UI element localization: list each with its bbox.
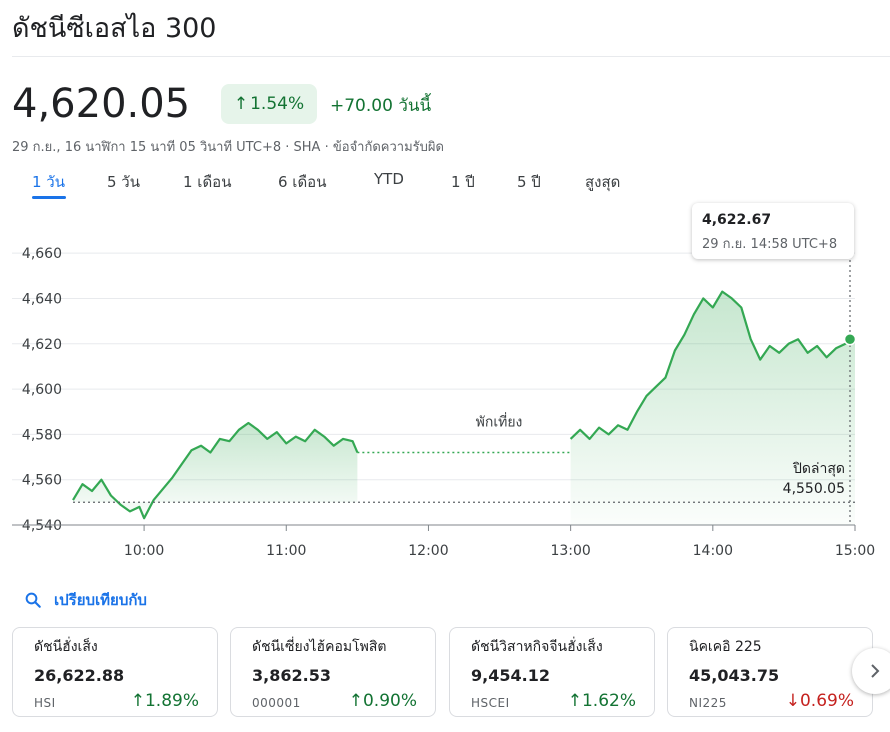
tooltip-value: 4,622.67 xyxy=(702,212,772,228)
compare-card-000001[interactable]: ดัชนีเซี่ยงไฮ้คอมโพสิต 3,862.53 000001 ↑… xyxy=(230,627,436,717)
tooltip-time: 29 ก.ย. 14:58 UTC+8 xyxy=(702,237,838,252)
chart-tooltip: 4,622.67 29 ก.ย. 14:58 UTC+8 xyxy=(692,203,854,259)
arrow-down-icon: ↓ xyxy=(785,691,800,711)
card-name: ดัชนีเซี่ยงไฮ้คอมโพสิต xyxy=(252,639,387,655)
disclaimer-link[interactable]: ข้อจำกัดความรับผิด xyxy=(332,140,444,155)
card-symbol: NI225 xyxy=(689,696,727,710)
exchange: SHA xyxy=(293,140,321,155)
next-cards-button[interactable] xyxy=(852,648,890,694)
y-tick-label: 4,600 xyxy=(22,382,62,398)
title-divider xyxy=(12,56,890,57)
x-tick-label: 10:00 xyxy=(124,543,164,559)
card-change: ↑1.89% xyxy=(130,691,199,711)
arrow-up-icon: ↑ xyxy=(567,691,582,711)
card-symbol: HSI xyxy=(34,696,56,710)
x-tick-label: 15:00 xyxy=(835,543,875,559)
change-percent: 1.54% xyxy=(250,94,305,114)
card-symbol: 000001 xyxy=(252,696,301,710)
tab-1-month[interactable]: 1 เดือน xyxy=(183,173,232,191)
series-area xyxy=(570,291,855,525)
x-tick-label: 14:00 xyxy=(693,543,733,559)
arrow-up-icon: ↑ xyxy=(130,691,145,711)
active-tab-indicator xyxy=(32,196,66,199)
tab-5-day[interactable]: 5 วัน xyxy=(107,173,140,191)
tab-1-year[interactable]: 1 ปี xyxy=(451,173,475,191)
card-value: 26,622.88 xyxy=(34,666,125,685)
arrow-up-icon: ↑ xyxy=(348,691,363,711)
timestamp: 29 ก.ย., 16 นาฬิกา 15 นาที 05 วินาที UTC… xyxy=(12,140,282,155)
compare-card-hscei[interactable]: ดัชนีวิสาหกิจจีนฮั่งเส็ง 9,454.12 HSCEI … xyxy=(449,627,655,717)
price-meta: 29 ก.ย., 16 นาฬิกา 15 นาที 05 วินาที UTC… xyxy=(12,136,444,157)
lunch-break-label: พักเที่ยง xyxy=(476,413,523,431)
card-name: ดัชนีวิสาหกิจจีนฮั่งเส็ง xyxy=(471,639,603,655)
card-value: 9,454.12 xyxy=(471,666,550,685)
tab-max[interactable]: สูงสุด xyxy=(585,173,621,191)
card-value: 45,043.75 xyxy=(689,666,780,685)
card-name: ดัชนีฮั่งเส็ง xyxy=(34,639,98,655)
chevron-right-icon xyxy=(871,664,880,678)
compare-label: เปรียบเทียบกับ xyxy=(54,591,147,609)
x-tick-label: 12:00 xyxy=(408,543,448,559)
current-price: 4,620.05 xyxy=(12,81,191,127)
change-absolute: +70.00 วันนี้ xyxy=(330,96,432,116)
price-chart[interactable]: 4,660 4,640 4,620 4,600 4,580 4,560 4,540 10:00… xyxy=(0,200,890,570)
tab-6-month[interactable]: 6 เดือน xyxy=(278,173,327,191)
previous-close-value: 4,550.05 xyxy=(783,481,845,497)
card-value: 3,862.53 xyxy=(252,666,331,685)
y-tick-label: 4,560 xyxy=(22,473,62,489)
search-icon xyxy=(25,592,41,608)
tab-5-year[interactable]: 5 ปี xyxy=(517,173,541,191)
x-tick-label: 11:00 xyxy=(266,543,306,559)
compare-card-hsi[interactable]: ดัชนีฮั่งเส็ง 26,622.88 HSI ↑1.89% xyxy=(12,627,218,717)
series-area xyxy=(73,423,358,519)
card-symbol: HSCEI xyxy=(471,696,510,710)
compare-card-ni225[interactable]: นิคเคอิ 225 45,043.75 NI225 ↓0.69% xyxy=(667,627,873,717)
previous-close-label: ปิดล่าสุด xyxy=(792,461,845,477)
tab-ytd[interactable]: YTD xyxy=(374,170,404,188)
separator: · xyxy=(285,140,290,155)
y-tick-label: 4,540 xyxy=(22,518,62,534)
change-percent-badge: ↑ 1.54% xyxy=(221,84,317,124)
x-tick-label: 13:00 xyxy=(550,543,590,559)
separator: · xyxy=(324,140,329,155)
card-change: ↑1.62% xyxy=(567,691,636,711)
y-tick-label: 4,580 xyxy=(22,427,62,443)
page-title: ดัชนีซีเอสไอ 300 xyxy=(12,13,217,44)
arrow-up-icon: ↑ xyxy=(233,94,249,114)
card-name: นิคเคอิ 225 xyxy=(689,639,762,655)
tab-1-day[interactable]: 1 วัน xyxy=(32,173,65,191)
compare-button[interactable]: เปรียบเทียบกับ xyxy=(24,588,147,612)
y-tick-label: 4,660 xyxy=(22,246,62,262)
hover-point xyxy=(843,332,857,346)
card-change: ↓0.69% xyxy=(785,691,854,711)
y-tick-label: 4,640 xyxy=(22,291,62,307)
series-line xyxy=(72,421,359,520)
y-tick-label: 4,620 xyxy=(22,337,62,353)
card-change: ↑0.90% xyxy=(348,691,417,711)
series-line xyxy=(569,290,856,440)
